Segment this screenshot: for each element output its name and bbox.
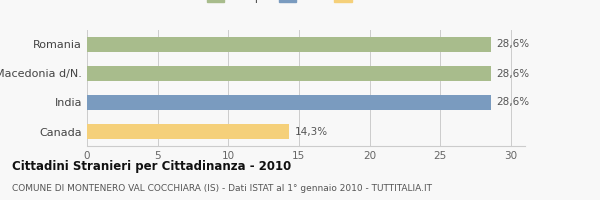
Bar bbox=[87, 124, 289, 139]
Text: Cittadini Stranieri per Cittadinanza - 2010: Cittadini Stranieri per Cittadinanza - 2… bbox=[12, 160, 291, 173]
Bar bbox=[87, 37, 491, 52]
Bar bbox=[87, 95, 491, 110]
Text: COMUNE DI MONTENERO VAL COCCHIARA (IS) - Dati ISTAT al 1° gennaio 2010 - TUTTITA: COMUNE DI MONTENERO VAL COCCHIARA (IS) -… bbox=[12, 184, 432, 193]
Text: 28,6%: 28,6% bbox=[497, 68, 530, 78]
Bar bbox=[87, 66, 491, 81]
Text: 14,3%: 14,3% bbox=[295, 127, 328, 136]
Text: 28,6%: 28,6% bbox=[497, 40, 530, 49]
Legend: Europa, Asia, America: Europa, Asia, America bbox=[204, 0, 408, 5]
Text: 28,6%: 28,6% bbox=[497, 98, 530, 108]
